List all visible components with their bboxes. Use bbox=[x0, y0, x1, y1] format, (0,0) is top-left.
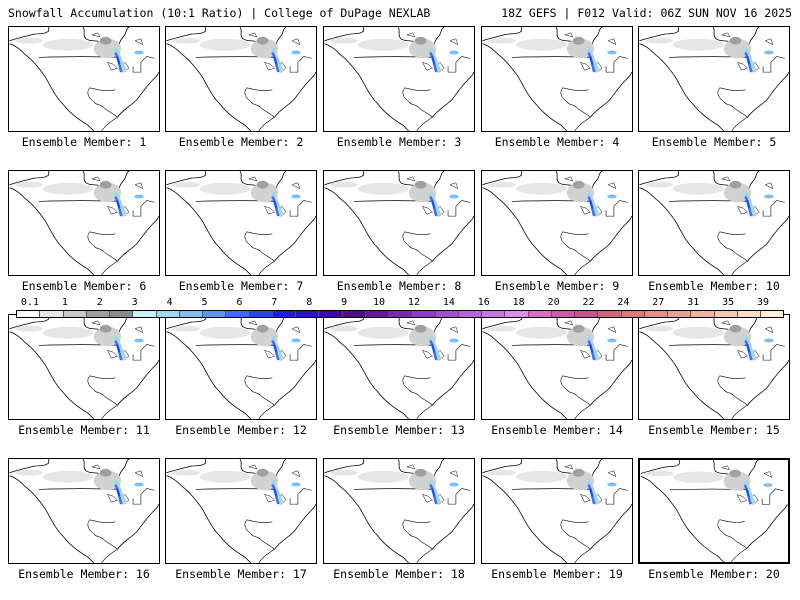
ensemble-member-label: Ensemble Member: 4 bbox=[494, 135, 620, 149]
legend-swatch bbox=[365, 311, 389, 317]
legend-tick-label: 9 bbox=[341, 297, 348, 308]
ensemble-member-label: Ensemble Member: 11 bbox=[18, 423, 150, 437]
ensemble-member-label: Ensemble Member: 8 bbox=[336, 279, 462, 293]
ensemble-map-panel bbox=[638, 458, 790, 564]
legend-swatch bbox=[17, 311, 41, 317]
ensemble-member-label: Ensemble Member: 12 bbox=[175, 423, 307, 437]
snowfall-colorbar bbox=[16, 310, 784, 318]
legend-swatch bbox=[110, 311, 134, 317]
ensemble-map-panel bbox=[481, 458, 633, 564]
legend-swatch bbox=[551, 311, 575, 317]
legend-tick-label: 16 bbox=[477, 297, 490, 308]
legend-swatch bbox=[86, 311, 110, 317]
ensemble-member-label: Ensemble Member: 13 bbox=[333, 423, 465, 437]
ensemble-member-label: Ensemble Member: 15 bbox=[648, 423, 780, 437]
ensemble-map-panel bbox=[323, 26, 475, 132]
ensemble-map-panel bbox=[8, 458, 160, 564]
legend-swatch bbox=[389, 311, 413, 317]
legend-swatch bbox=[714, 311, 738, 317]
legend-swatch bbox=[226, 311, 250, 317]
ensemble-map-panel bbox=[323, 458, 475, 564]
ensemble-member-label: Ensemble Member: 14 bbox=[491, 423, 623, 437]
ensemble-member-label: Ensemble Member: 7 bbox=[178, 279, 304, 293]
legend-swatch bbox=[272, 311, 296, 317]
legend-tick-label: 8 bbox=[306, 297, 313, 308]
ensemble-map-panel bbox=[638, 314, 790, 420]
ensemble-map-panel bbox=[481, 26, 633, 132]
legend-tick-label: 5 bbox=[201, 297, 208, 308]
ensemble-map-panel bbox=[165, 170, 317, 276]
ensemble-map-panel bbox=[323, 314, 475, 420]
ensemble-member-label: Ensemble Member: 6 bbox=[21, 279, 147, 293]
legend-tick-label: 4 bbox=[166, 297, 173, 308]
legend-swatch bbox=[63, 311, 87, 317]
legend-swatch bbox=[505, 311, 529, 317]
legend-swatch bbox=[598, 311, 622, 317]
legend-swatch bbox=[249, 311, 273, 317]
legend-tick-label: 2 bbox=[96, 297, 103, 308]
ensemble-map-panel bbox=[165, 458, 317, 564]
ensemble-map-panel bbox=[8, 26, 160, 132]
legend-swatch bbox=[133, 311, 157, 317]
ensemble-map-panel bbox=[8, 170, 160, 276]
legend-tick-label: 12 bbox=[407, 297, 420, 308]
legend-swatch bbox=[575, 311, 599, 317]
legend-swatch bbox=[342, 311, 366, 317]
legend-swatch bbox=[203, 311, 227, 317]
ensemble-map-panel bbox=[638, 26, 790, 132]
ensemble-map-panel bbox=[165, 314, 317, 420]
legend-tick-label: 3 bbox=[131, 297, 138, 308]
legend-swatch bbox=[156, 311, 180, 317]
legend-tick-label: 31 bbox=[687, 297, 700, 308]
ensemble-member-label: Ensemble Member: 19 bbox=[491, 567, 623, 581]
legend-tick-label: 20 bbox=[547, 297, 560, 308]
legend-tick-label: 0.1 bbox=[20, 297, 39, 308]
legend-tick-label: 27 bbox=[652, 297, 665, 308]
legend-swatch bbox=[621, 311, 645, 317]
ensemble-member-label: Ensemble Member: 1 bbox=[21, 135, 147, 149]
legend-tick-label: 39 bbox=[757, 297, 770, 308]
legend-ticks: 0.1 1 2 3 4 5 6 7 8 9 10 12 14 16 18 20 22 24 27 31 35 39 bbox=[16, 297, 784, 309]
legend-swatch bbox=[40, 311, 64, 317]
legend-swatch bbox=[528, 311, 552, 317]
ensemble-map-panel bbox=[323, 170, 475, 276]
ensemble-member-label: Ensemble Member: 9 bbox=[494, 279, 620, 293]
ensemble-member-label: Ensemble Member: 17 bbox=[175, 567, 307, 581]
legend-tick-label: 35 bbox=[722, 297, 735, 308]
ensemble-map-panel bbox=[638, 170, 790, 276]
ensemble-member-label: Ensemble Member: 2 bbox=[178, 135, 304, 149]
legend-swatch bbox=[412, 311, 436, 317]
legend-swatch bbox=[179, 311, 203, 317]
legend-tick-label: 24 bbox=[617, 297, 630, 308]
run-info: 18Z GEFS | F012 Valid: 06Z SUN NOV 16 20… bbox=[501, 6, 792, 20]
legend-tick-label: 1 bbox=[61, 297, 68, 308]
legend-tick-label: 10 bbox=[373, 297, 386, 308]
legend-tick-label: 7 bbox=[271, 297, 278, 308]
ensemble-member-label: Ensemble Member: 3 bbox=[336, 135, 462, 149]
legend-swatch bbox=[458, 311, 482, 317]
map-title: Snowfall Accumulation (10:1 Ratio) | Col… bbox=[8, 6, 431, 20]
ensemble-map-panel bbox=[8, 314, 160, 420]
legend-swatch bbox=[435, 311, 459, 317]
legend-tick-label: 6 bbox=[236, 297, 243, 308]
ensemble-member-label: Ensemble Member: 16 bbox=[18, 567, 150, 581]
legend-swatch bbox=[319, 311, 343, 317]
legend-swatch bbox=[668, 311, 692, 317]
legend-tick-label: 22 bbox=[582, 297, 595, 308]
legend-swatch bbox=[737, 311, 761, 317]
legend-swatch bbox=[644, 311, 668, 317]
legend-tick-label: 14 bbox=[442, 297, 455, 308]
legend-swatch bbox=[482, 311, 506, 317]
legend-swatch bbox=[296, 311, 320, 317]
legend-tick-label: 18 bbox=[512, 297, 525, 308]
ensemble-map-panel bbox=[165, 26, 317, 132]
ensemble-member-label: Ensemble Member: 10 bbox=[648, 279, 780, 293]
ensemble-member-label: Ensemble Member: 18 bbox=[333, 567, 465, 581]
legend-swatch bbox=[691, 311, 715, 317]
legend-swatch bbox=[761, 311, 784, 317]
ensemble-map-panel bbox=[481, 170, 633, 276]
ensemble-member-label: Ensemble Member: 20 bbox=[648, 567, 780, 581]
ensemble-map-panel bbox=[481, 314, 633, 420]
ensemble-member-label: Ensemble Member: 5 bbox=[651, 135, 777, 149]
